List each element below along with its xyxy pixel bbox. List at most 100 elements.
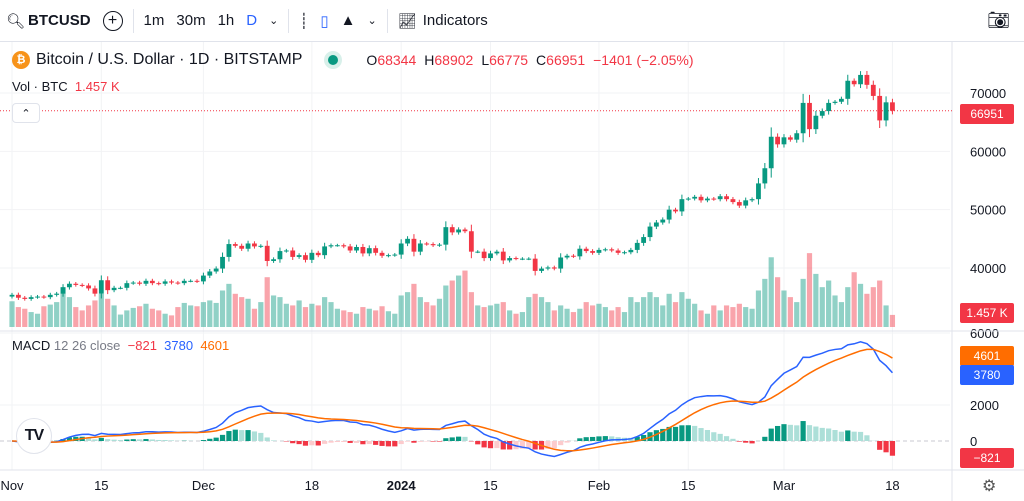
indicators-button[interactable]: 📈︎ Indicators [392,0,494,41]
macd-histogram-bar [666,426,672,441]
macd-histogram-bar [743,441,749,443]
candle-body [832,101,838,103]
macd-histogram-bar [226,431,232,441]
volume-bar [475,305,481,327]
gear-icon[interactable]: ⚙ [982,478,997,495]
macd-tick-label: 2000 [970,398,999,413]
symbol-search[interactable]: 🔍︎ BTCUSD [0,0,97,41]
volume-bar [538,297,545,327]
candle-body [622,252,627,254]
candle-body [564,255,570,258]
macd-histogram-bar [315,441,321,446]
volume-bar [226,283,232,327]
candle-body [156,283,162,285]
low-value: 66775 [489,52,529,68]
hist-tag: −821 [960,448,1014,468]
macd-histogram-bar [373,441,379,445]
price-tick-label: 50000 [970,203,1006,218]
candle-body [41,296,47,298]
time-tick-label: Mar [773,478,796,493]
candle-body [86,285,91,289]
change-value: −1401 (−2.05%) [593,52,694,68]
chevron-down-icon[interactable]: ⌄ [269,15,279,27]
candle-body [360,246,366,254]
legend-title: Bitcoin / U.S. Dollar · 1D · BITSTAMP [36,51,303,68]
add-compare-icon[interactable]: + [97,0,129,41]
volume-bar [621,312,628,327]
volume-bar [800,278,806,327]
volume-bar [609,310,615,327]
candle-body [571,255,576,257]
macd-histogram-bar [704,430,711,441]
candle-body [717,196,723,200]
volume-bar [570,312,577,327]
bar-style-icon[interactable]: ┊ [299,12,309,30]
candle-body [647,226,653,238]
open-value: 68344 [377,52,417,68]
macd-value: 3780 [164,338,194,353]
candle-body [462,229,468,232]
macd-histogram-bar [602,436,608,441]
symbol-legend: ₿ Bitcoin / U.S. Dollar · 1D · BITSTAMP … [12,51,694,69]
macd-histogram-bar [475,441,481,445]
macd-histogram-bar [787,424,793,441]
chevron-down-icon[interactable]: ⌄ [367,15,377,27]
tradingview-logo[interactable]: TV [16,418,52,454]
volume-bar [143,303,149,327]
macd-histogram-bar [800,421,806,441]
price-tick-label: 40000 [970,261,1006,276]
volume-bar [551,310,557,327]
volume-legend: Vol · BTC 1.457 K [12,79,120,94]
macd-histogram-bar [634,436,640,441]
volume-bar [347,312,353,327]
macd-histogram-bar [117,440,124,441]
volume-bar [334,308,340,327]
area-style-icon[interactable]: ▲ [340,12,356,29]
interval-30m[interactable]: 30m [176,12,206,29]
interval-1m[interactable]: 1m [143,12,165,29]
candle-body [290,250,296,257]
candle-body [303,255,308,260]
volume-bar [34,313,41,327]
candle-body [456,229,461,233]
macd-histogram-bar [481,441,487,448]
macd-histogram-bar [309,441,315,446]
interval-d[interactable]: D [246,12,258,29]
macd-histogram-bar [85,437,92,441]
candle-body [583,248,589,252]
macd-histogram-bar [685,425,691,441]
volume-bar [481,307,487,327]
candle-body [864,74,870,85]
volume-bar [54,302,60,327]
candle-body [813,115,819,130]
candle-body [277,251,283,260]
macd-histogram-bar [577,438,583,441]
macd-histogram-bar [200,440,206,441]
macd-histogram-bar [353,441,360,443]
candle-body [826,102,832,112]
macd-histogram-bar [826,428,832,441]
macd-histogram-bar [583,437,589,441]
collapse-legend-button[interactable]: ⌃ [12,103,40,123]
macd-params: 12 26 close [53,338,121,353]
volume-bar [92,300,98,327]
macd-histogram-bar [270,440,277,441]
candle-style-icon[interactable]: ▯ [320,12,329,30]
macd-line [11,340,893,458]
macd-histogram-bar [794,425,800,441]
volume-bar [315,305,321,327]
candle-body [213,268,219,272]
macd-histogram-bar [98,437,104,441]
macd-histogram-bar [449,437,455,441]
candle-body [736,202,742,206]
candle-body [143,280,149,284]
volume-bar [672,302,679,327]
camera-icon[interactable]: 📷︎ [987,10,1010,30]
divider [132,8,134,33]
volume-bar [251,308,258,327]
interval-1h[interactable]: 1h [217,12,235,29]
candle-body [9,294,15,297]
macd-histogram-bar [519,441,525,449]
candle-body [705,198,710,201]
